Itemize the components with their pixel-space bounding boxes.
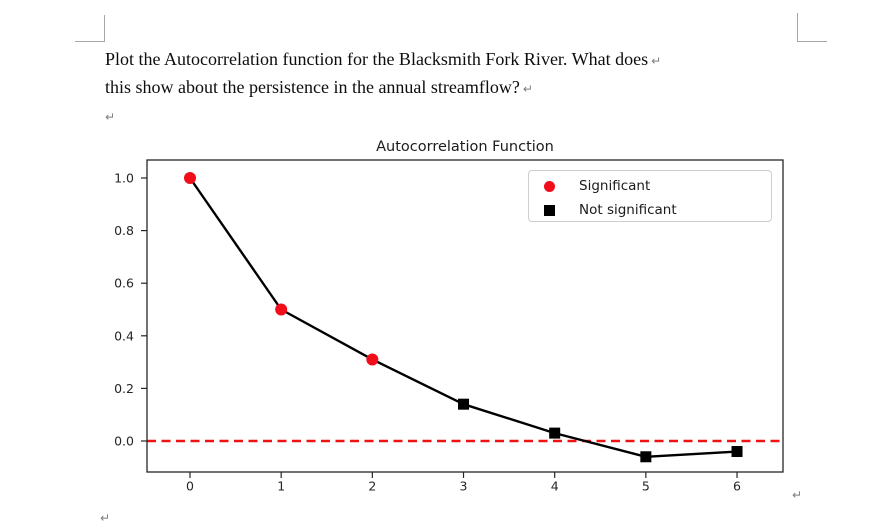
svg-text:0.4: 0.4: [114, 328, 134, 343]
line-break-mark-icon: ↵: [792, 488, 803, 502]
svg-text:1: 1: [277, 479, 285, 494]
autocorrelation-chart[interactable]: Autocorrelation Function 1.0 0.8 0.6 0.4 0.2…: [70, 130, 810, 510]
legend-item-not-significant: Not significant: [529, 198, 771, 222]
line-break-mark-icon: ↵: [522, 82, 533, 96]
svg-text:3: 3: [460, 479, 468, 494]
svg-text:0: 0: [186, 479, 194, 494]
svg-text:0.6: 0.6: [114, 276, 134, 291]
line-break-mark-icon: ↵: [651, 54, 662, 68]
chart-title: Autocorrelation Function: [376, 139, 554, 155]
svg-text:0.2: 0.2: [114, 381, 134, 396]
paragraph-mark-icon: ↵: [100, 511, 111, 525]
question-line-2: this show about the persistence in the a…: [105, 74, 805, 102]
svg-text:2: 2: [368, 479, 376, 494]
text-boundary-mark-top-right: [797, 13, 827, 42]
svg-text:6: 6: [733, 479, 741, 494]
legend-label-not-significant: Not significant: [579, 202, 677, 218]
svg-text:1.0: 1.0: [114, 171, 134, 186]
question-paragraph[interactable]: Plot the Autocorrelation function for th…: [105, 46, 805, 130]
paragraph-mark-icon: ↵: [105, 110, 116, 124]
legend-item-significant: Significant: [529, 174, 771, 198]
empty-line: ↵: [105, 102, 805, 130]
legend-label-significant: Significant: [579, 178, 651, 194]
question-line-2-text: this show about the persistence in the a…: [105, 77, 520, 97]
svg-text:5: 5: [642, 479, 650, 494]
significant-circle-icon: [544, 180, 555, 192]
chart-plot-area: 1.0 0.8 0.6 0.4 0.2 0.0 0 1 2 3 4 5 6: [114, 159, 784, 494]
svg-text:0.0: 0.0: [114, 434, 134, 449]
question-line-1: Plot the Autocorrelation function for th…: [105, 46, 805, 74]
svg-text:4: 4: [551, 479, 559, 494]
not-significant-square-icon: [544, 204, 555, 216]
text-boundary-mark-top-left: [75, 15, 105, 42]
question-line-1-text: Plot the Autocorrelation function for th…: [105, 49, 649, 69]
chart-legend: Significant Not significant: [528, 170, 772, 222]
svg-text:0.8: 0.8: [114, 223, 134, 238]
